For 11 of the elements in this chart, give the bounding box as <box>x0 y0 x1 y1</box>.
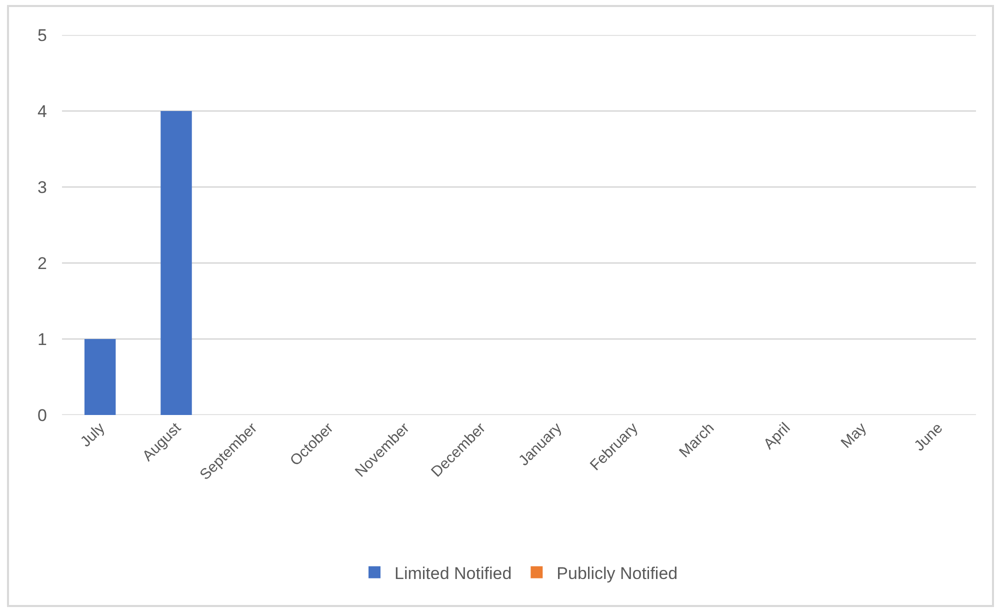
y-tick-label: 1 <box>38 330 47 349</box>
y-tick-label: 5 <box>38 26 47 45</box>
x-tick-label: July <box>77 419 109 451</box>
y-tick-label: 0 <box>38 406 47 425</box>
y-tick-label: 2 <box>38 254 47 273</box>
legend-label: Limited Notified <box>394 564 512 583</box>
x-tick-label: May <box>838 419 870 452</box>
y-tick-label: 4 <box>38 102 47 121</box>
legend-label: Publicly Notified <box>556 564 678 583</box>
y-tick-label: 3 <box>38 178 47 197</box>
x-tick-label: June <box>911 420 946 455</box>
